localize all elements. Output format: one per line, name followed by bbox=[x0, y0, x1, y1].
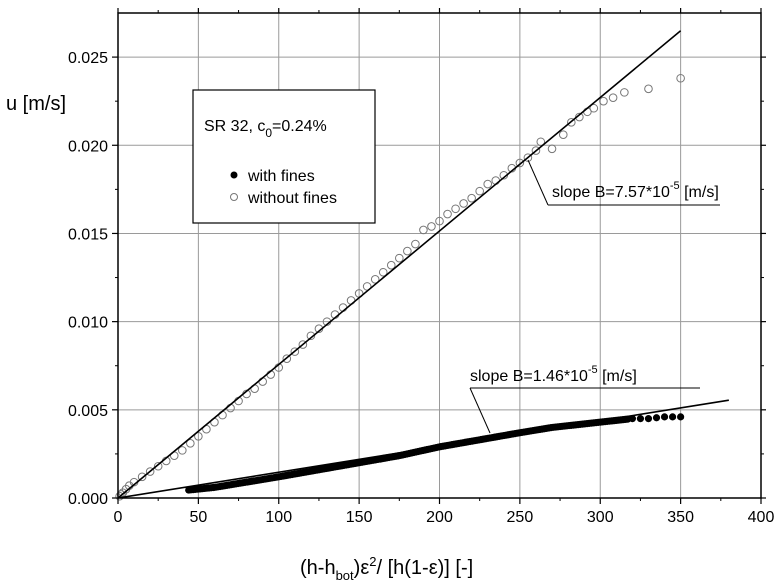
x-tick-label: 200 bbox=[426, 509, 453, 526]
x-tick-label: 0 bbox=[114, 509, 123, 526]
data-point-without-fines bbox=[558, 130, 568, 139]
x-tick-label: 400 bbox=[748, 509, 775, 526]
data-point-without-fines bbox=[411, 239, 420, 249]
data-point-without-fines bbox=[395, 253, 404, 263]
slope-annotation-without-fines: slope B=7.57*10-5 [m/s] bbox=[527, 159, 720, 206]
data-point-with-fines bbox=[636, 415, 645, 423]
fit-line-layer bbox=[117, 30, 729, 499]
x-tick-label: 250 bbox=[507, 509, 534, 526]
data-point-without-fines bbox=[620, 88, 629, 97]
data-point-without-fines bbox=[536, 137, 546, 147]
data-point-without-fines bbox=[608, 93, 618, 102]
data-point-without-fines bbox=[515, 158, 525, 168]
data-point-without-fines bbox=[258, 377, 267, 386]
data-point-with-fines bbox=[677, 413, 685, 421]
data-point-without-fines bbox=[589, 103, 599, 113]
data-point-without-fines bbox=[178, 446, 187, 455]
y-axis-title: u [m/s] bbox=[6, 93, 66, 115]
data-point-without-fines bbox=[676, 73, 685, 83]
legend: SR 32, c0=0.24% with fines without fines bbox=[192, 89, 376, 224]
y-tick-label: 0.000 bbox=[68, 491, 108, 508]
annotation-text-with-fines: slope B=1.46*10-5 [m/s] bbox=[470, 364, 637, 385]
x-tick-label: 100 bbox=[265, 509, 292, 526]
data-point-without-fines bbox=[483, 179, 493, 189]
grid bbox=[118, 13, 761, 498]
data-point-without-fines bbox=[290, 347, 300, 356]
data-point-without-fines bbox=[459, 199, 468, 208]
fit-line-without-fines bbox=[117, 30, 682, 499]
data-point-without-fines bbox=[644, 84, 653, 94]
data-point-without-fines bbox=[491, 176, 501, 185]
annotation-leader-without-fines bbox=[527, 159, 549, 206]
data-point-with-fines bbox=[628, 415, 637, 423]
data-point-with-fines bbox=[644, 415, 653, 423]
data-point-without-fines bbox=[137, 472, 147, 482]
data-point-without-fines bbox=[467, 193, 476, 203]
data-point-with-fines bbox=[668, 413, 677, 421]
annotation-text-without-fines: slope B=7.57*10-5 [m/s] bbox=[552, 180, 719, 201]
axis-ticks: 0 50 100 150 200 250 300 350 400 0.000 0.005 0.010 0… bbox=[68, 8, 774, 526]
data-point-without-fines bbox=[435, 216, 444, 226]
x-axis-title: (h-hbot)ε2/ [h(1-ε)] [-] bbox=[300, 554, 473, 583]
data-point-without-fines bbox=[531, 146, 541, 155]
data-point-without-fines bbox=[419, 225, 428, 235]
data-point-without-fines bbox=[427, 222, 436, 231]
data-point-with-fines bbox=[660, 413, 669, 421]
data-point-without-fines bbox=[523, 153, 533, 162]
data-point-without-fines bbox=[599, 96, 608, 106]
data-point-without-fines bbox=[298, 340, 308, 349]
data-point-without-fines bbox=[194, 431, 203, 441]
data-point-without-fines bbox=[443, 209, 452, 219]
data-point-without-fines bbox=[145, 467, 155, 476]
slope-annotation-with-fines: slope B=1.46*10-5 [m/s] bbox=[469, 364, 700, 434]
data-point-without-fines bbox=[451, 204, 460, 214]
data-point-without-fines bbox=[567, 118, 576, 127]
data-point-without-fines bbox=[186, 439, 195, 448]
x-tick-label: 300 bbox=[587, 509, 614, 526]
x-tick-label: 350 bbox=[667, 509, 694, 526]
legend-marker-without-fines bbox=[230, 193, 238, 201]
data-point-with-fines bbox=[652, 414, 661, 422]
x-tick-label: 50 bbox=[189, 509, 207, 526]
x-tick-label: 150 bbox=[346, 509, 373, 526]
data-point-without-fines bbox=[386, 260, 396, 270]
y-tick-label: 0.020 bbox=[68, 138, 108, 155]
annotation-leader-with-fines bbox=[469, 387, 491, 434]
y-tick-label: 0.025 bbox=[68, 50, 108, 67]
data-point-without-fines bbox=[378, 267, 388, 277]
legend-label-without-fines: without fines bbox=[247, 190, 337, 207]
y-tick-label: 0.005 bbox=[68, 403, 108, 420]
legend-label-with-fines: with fines bbox=[247, 168, 315, 185]
y-tick-label: 0.010 bbox=[68, 315, 108, 332]
data-point-without-fines bbox=[370, 275, 380, 284]
data-point-without-fines bbox=[153, 461, 163, 471]
fit-line-with-fines bbox=[117, 399, 729, 499]
legend-marker-with-fines bbox=[230, 171, 238, 179]
data-point-without-fines bbox=[306, 331, 316, 341]
data-point-without-fines bbox=[403, 246, 412, 256]
data-point-without-fines bbox=[475, 186, 484, 196]
legend-title: SR 32, c0=0.24% bbox=[204, 118, 327, 140]
legend-box bbox=[192, 89, 376, 224]
data-point-without-fines bbox=[547, 144, 557, 154]
y-tick-label: 0.015 bbox=[68, 226, 108, 243]
data-point-without-fines bbox=[282, 354, 292, 363]
